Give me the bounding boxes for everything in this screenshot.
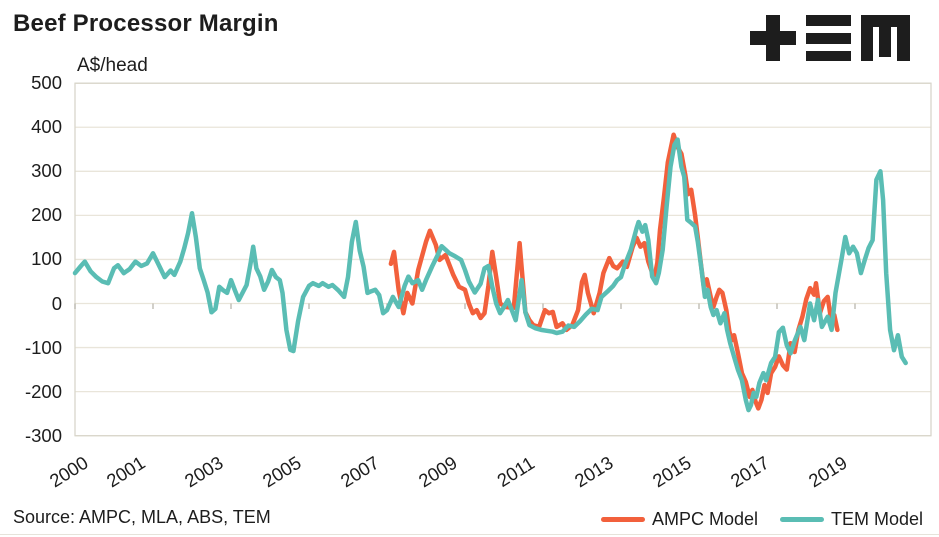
tem-logo-icon bbox=[750, 15, 910, 61]
bottom-divider bbox=[0, 534, 939, 535]
y-axis-units-label: A$/head bbox=[77, 55, 148, 76]
y-tick-label-100: 100 bbox=[31, 248, 62, 270]
y-tick-label-400: 400 bbox=[31, 116, 62, 138]
y-tick-label--200: -200 bbox=[24, 380, 62, 402]
y-tick-label--300: -300 bbox=[24, 424, 62, 446]
y-tick-label-200: 200 bbox=[31, 204, 62, 226]
legend-item-tem: TEM Model bbox=[779, 509, 923, 530]
source-note: Source: AMPC, MLA, ABS, TEM bbox=[13, 507, 271, 527]
plot-border bbox=[74, 82, 932, 437]
legend: AMPC Model TEM Model bbox=[600, 509, 923, 530]
page-title: Beef Processor Margin bbox=[13, 10, 279, 37]
y-tick-label-300: 300 bbox=[31, 160, 62, 182]
y-tick-label-500: 500 bbox=[31, 72, 62, 94]
legend-item-ampc: AMPC Model bbox=[600, 509, 758, 530]
ampc-line-swatch bbox=[600, 517, 645, 522]
y-tick-label--100: -100 bbox=[24, 336, 62, 358]
series-line-tem-model bbox=[72, 137, 908, 413]
legend-label-ampc: AMPC Model bbox=[651, 509, 758, 529]
legend-label-tem: TEM Model bbox=[830, 509, 923, 529]
tem-logo bbox=[748, 9, 916, 65]
tem-line-swatch bbox=[779, 517, 824, 522]
y-tick-label-0: 0 bbox=[51, 292, 62, 314]
